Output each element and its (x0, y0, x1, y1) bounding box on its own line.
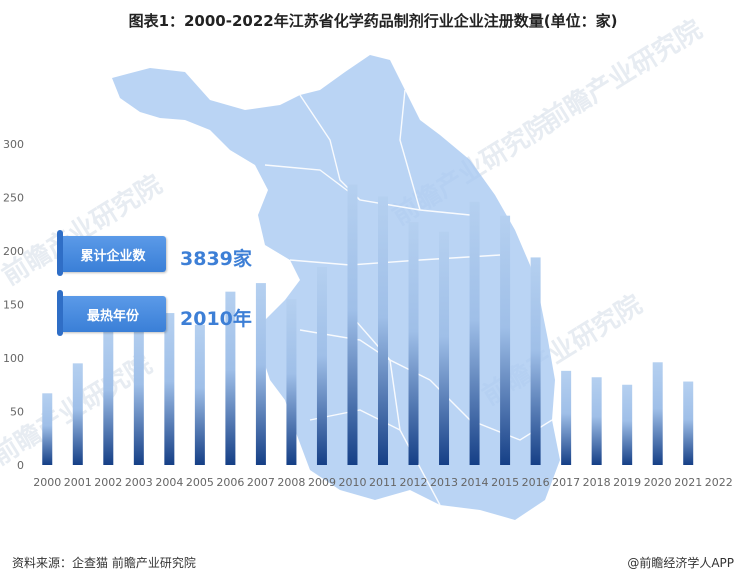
x-tick-label: 2002 (94, 476, 122, 489)
bar-2007 (255, 283, 266, 465)
callout-total-label: 累计企业数 (57, 230, 166, 276)
bar-2003 (133, 318, 144, 465)
x-tick-label: 2015 (491, 476, 519, 489)
bar-2021 (683, 381, 694, 465)
y-tick-label: 0 (17, 459, 24, 472)
bar-2017 (561, 370, 572, 465)
bar-2018 (591, 377, 602, 465)
bar-2011 (378, 196, 388, 465)
credit-note: @前瞻经济学人APP (627, 556, 734, 570)
bar-2004 (164, 313, 175, 465)
x-tick-label: 2016 (522, 476, 550, 489)
x-tick-label: 2003 (125, 476, 153, 489)
y-tick-label: 150 (3, 299, 24, 312)
bar-2006 (225, 291, 236, 465)
x-tick-label: 2017 (552, 476, 580, 489)
x-tick-label: 2004 (155, 476, 183, 489)
bar-2008 (286, 299, 297, 465)
map-silhouette (112, 55, 560, 520)
bar-2002 (103, 328, 114, 465)
x-tick-label: 2001 (64, 476, 92, 489)
bar-2013 (439, 231, 450, 465)
x-tick-label: 2022 (705, 476, 733, 489)
bar-2000 (42, 393, 53, 465)
y-axis: 0 50 100 150 200 250 300 (3, 138, 24, 472)
bar-2010 (347, 184, 358, 465)
x-tick-label: 2012 (400, 476, 428, 489)
bar-2020 (652, 362, 663, 465)
chart-title: 图表1：2000-2022年江苏省化学药品制剂行业企业注册数量(单位：家) (128, 12, 618, 30)
y-tick-label: 300 (3, 138, 24, 151)
callout-peak-value: 2010年 (180, 308, 252, 330)
x-tick-label: 2007 (247, 476, 275, 489)
y-tick-label: 100 (3, 352, 24, 365)
bar-2012 (408, 222, 419, 465)
x-tick-label: 2018 (583, 476, 611, 489)
x-tick-label: 2011 (369, 476, 397, 489)
x-tick-label: 2020 (644, 476, 672, 489)
x-tick-label: 2006 (216, 476, 244, 489)
bar-2001 (72, 363, 83, 465)
x-axis: 2000 2001 2002 2003 2004 2005 2006 2007 2008 2009… (33, 476, 732, 489)
x-tick-label: 2009 (308, 476, 336, 489)
y-tick-label: 200 (3, 245, 24, 258)
bar-2016 (530, 257, 541, 465)
x-tick-label: 2010 (338, 476, 366, 489)
bars (42, 184, 694, 465)
x-tick-label: 2005 (186, 476, 214, 489)
y-tick-label: 250 (3, 192, 24, 205)
callout-peak-label: 最热年份 (57, 290, 166, 336)
y-tick-label: 50 (10, 406, 24, 419)
source-note: 资料来源：企查猫 前瞻产业研究院 (12, 556, 196, 570)
x-tick-label: 2000 (33, 476, 61, 489)
x-tick-label: 2019 (613, 476, 641, 489)
bar-2009 (316, 267, 327, 465)
bar-2019 (622, 384, 633, 465)
x-tick-label: 2008 (277, 476, 305, 489)
callout-total-value: 3839家 (180, 248, 252, 270)
bar-2015 (500, 215, 511, 465)
bar-2014 (469, 201, 480, 465)
bar-2005 (194, 324, 205, 465)
x-tick-label: 2013 (430, 476, 458, 489)
x-tick-label: 2014 (461, 476, 489, 489)
x-tick-label: 2021 (674, 476, 702, 489)
